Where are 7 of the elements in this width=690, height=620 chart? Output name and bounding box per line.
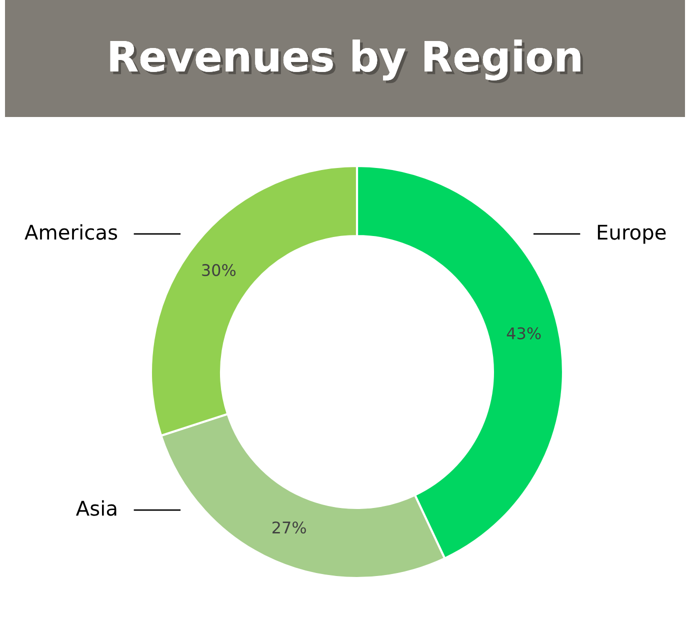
data-label: 43% (506, 327, 541, 340)
slice-label: Americas (24, 224, 118, 240)
data-label: 27% (272, 521, 306, 534)
data-label: 30% (202, 264, 236, 276)
slice-label: Europe (598, 224, 666, 244)
chart-title: Revenues by Region (110, 40, 583, 84)
slice-label: Asia (76, 500, 116, 516)
